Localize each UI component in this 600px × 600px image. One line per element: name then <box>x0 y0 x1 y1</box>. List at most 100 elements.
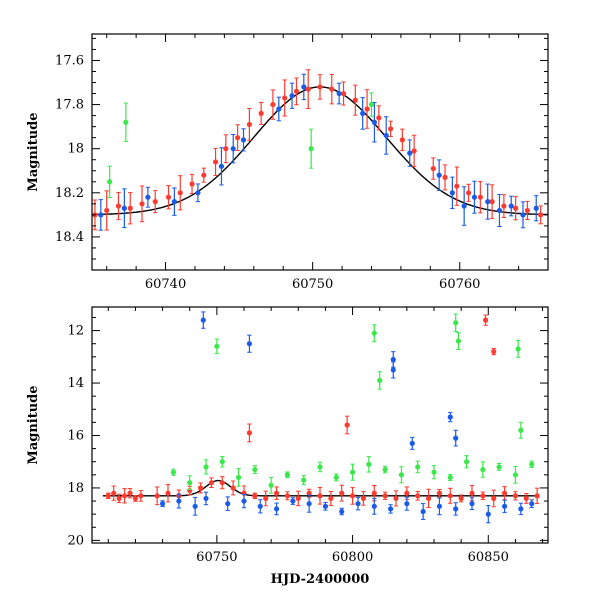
data-point <box>290 498 296 504</box>
data-point <box>273 490 280 496</box>
data-point <box>200 317 206 323</box>
data-point <box>454 183 460 189</box>
plot-frame <box>91 306 549 544</box>
data-point <box>328 495 334 502</box>
data-point <box>411 148 417 154</box>
data-point <box>289 93 295 99</box>
data-point <box>132 495 139 502</box>
data-point <box>436 503 443 509</box>
series-1 <box>159 311 535 524</box>
y-tick-label: 14 <box>67 376 84 391</box>
data-point <box>447 493 453 499</box>
data-point <box>425 495 432 502</box>
data-point <box>306 490 312 496</box>
data-point <box>415 464 421 470</box>
data-point <box>376 115 382 121</box>
data-point <box>317 464 323 470</box>
data-point <box>339 490 345 496</box>
data-point <box>203 495 209 502</box>
data-point <box>257 503 263 509</box>
data-point <box>538 212 544 218</box>
data-point <box>371 330 377 336</box>
data-point <box>189 181 195 187</box>
plot-area <box>92 69 548 231</box>
data-point <box>371 490 377 496</box>
data-point <box>455 338 462 344</box>
data-point <box>501 203 507 209</box>
data-point <box>344 422 350 428</box>
y-tick-label: 18.4 <box>55 230 84 245</box>
data-point <box>263 495 269 502</box>
data-point <box>246 430 253 436</box>
data-point <box>276 106 282 112</box>
data-point <box>111 490 117 496</box>
data-point <box>246 341 253 347</box>
data-point <box>431 469 437 475</box>
y-tick-label: 18.2 <box>55 186 84 201</box>
data-point <box>352 97 358 103</box>
data-point <box>139 201 145 207</box>
data-point <box>223 146 229 152</box>
plot-frame <box>91 33 549 271</box>
data-point <box>465 190 472 196</box>
data-point <box>409 440 415 446</box>
data-point <box>349 469 356 475</box>
data-point <box>533 205 539 211</box>
plot-area <box>102 311 540 524</box>
data-point <box>258 110 264 117</box>
data-point <box>121 493 128 499</box>
data-point <box>246 121 252 128</box>
data-point <box>301 477 307 483</box>
x-tick-label: 60800 <box>332 550 373 565</box>
x-tick-label: 60760 <box>439 277 480 292</box>
bottom-panel: 60750 60800 60850 12 14 16 18 20 Magnitude HJD-24… <box>26 306 549 587</box>
data-point <box>523 495 529 502</box>
data-point <box>195 190 201 196</box>
data-point <box>480 493 486 499</box>
y-tick-label: 16 <box>67 428 84 443</box>
data-point <box>177 190 183 196</box>
data-point <box>453 506 459 512</box>
data-point <box>317 84 323 90</box>
data-point <box>293 88 300 94</box>
data-point <box>154 493 160 499</box>
series-1 <box>98 73 539 231</box>
data-point <box>230 485 236 491</box>
data-point <box>390 367 396 373</box>
data-point <box>420 508 426 515</box>
data-point <box>295 495 301 502</box>
data-point <box>518 427 524 433</box>
data-point <box>496 207 503 214</box>
data-point <box>491 495 497 502</box>
top-panel: 60740 60750 60760 17.6 17.8 18 18.2 18.4 Magnitu… <box>26 33 549 292</box>
data-point <box>339 508 345 515</box>
data-point <box>241 498 247 504</box>
x-tick-label: 60740 <box>145 277 186 292</box>
data-point <box>461 203 467 209</box>
data-point <box>453 435 459 441</box>
data-point <box>442 174 448 180</box>
data-point <box>534 493 540 499</box>
data-point <box>329 86 335 92</box>
data-point <box>399 137 405 143</box>
data-point <box>463 459 470 465</box>
data-point <box>407 150 413 156</box>
data-point <box>477 194 483 200</box>
data-point <box>415 493 421 499</box>
data-point <box>447 414 453 420</box>
data-point <box>485 199 491 205</box>
data-point <box>208 480 215 486</box>
data-point <box>159 501 166 507</box>
data-point <box>480 466 486 473</box>
series-0 <box>105 314 540 509</box>
data-point <box>430 165 436 172</box>
data-point <box>360 495 367 502</box>
data-point <box>165 194 172 200</box>
data-point <box>404 490 410 496</box>
data-point <box>485 511 491 517</box>
data-point <box>268 482 274 488</box>
data-point <box>308 146 314 152</box>
data-point <box>469 490 475 496</box>
data-point <box>453 320 459 326</box>
y-tick-label: 20 <box>67 533 84 548</box>
